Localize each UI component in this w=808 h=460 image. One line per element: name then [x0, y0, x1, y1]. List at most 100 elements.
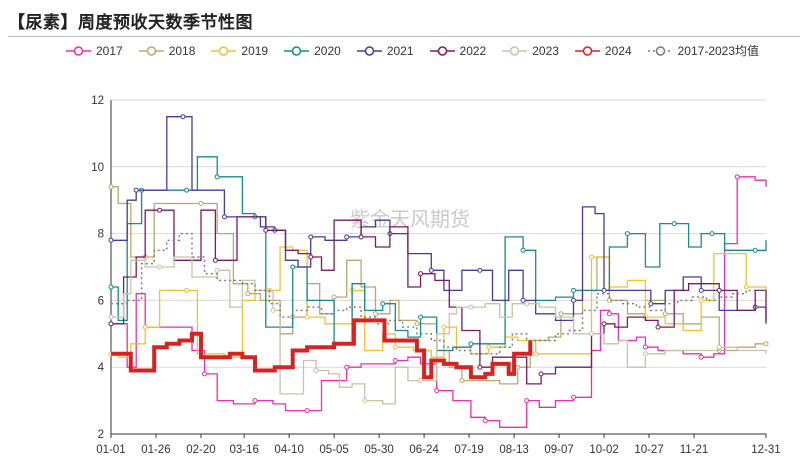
x-tick-label: 05-05 [319, 444, 348, 456]
series-point [358, 234, 364, 240]
series-point [304, 408, 310, 414]
series-point [468, 341, 474, 347]
legend-swatch [429, 45, 455, 56]
series-point [606, 311, 612, 317]
legend-label: 2018 [168, 43, 196, 58]
series-point [570, 287, 576, 293]
series-point [734, 174, 740, 180]
series-point [662, 311, 668, 317]
series-point [698, 297, 704, 303]
series-point [698, 287, 704, 293]
series-line-2021 [111, 116, 767, 322]
series-point [418, 378, 424, 384]
x-tick-label: 04-10 [274, 444, 303, 456]
series-point [642, 344, 648, 350]
x-tick-label: 12-31 [751, 444, 780, 456]
series-point [202, 371, 208, 377]
series-point [308, 254, 314, 260]
series-point [373, 311, 379, 317]
legend-swatch [284, 45, 310, 56]
legend-item-2024[interactable]: 2024 [574, 42, 632, 59]
series-point [520, 297, 526, 303]
series-line-2019 [111, 246, 767, 358]
series-point [214, 267, 220, 273]
x-tick-label: 01-26 [141, 444, 170, 456]
series-point [570, 394, 576, 400]
series-point [184, 287, 190, 293]
x-tick-label: 07-19 [454, 444, 483, 456]
series-point [108, 314, 114, 320]
series-point [304, 314, 310, 320]
legend-label: 2019 [241, 43, 269, 58]
legend-item-2017-2023均值[interactable]: 2017-2023均值 [647, 42, 759, 59]
x-tick-label: 01-01 [96, 444, 125, 456]
series-point [108, 284, 114, 290]
series-point [588, 331, 594, 337]
series-point [157, 207, 163, 213]
series-point [588, 254, 594, 260]
legend-item-2023[interactable]: 2023 [502, 42, 559, 59]
series-point [558, 311, 564, 317]
series-point [477, 364, 483, 370]
series-point [642, 351, 648, 357]
x-tick-label: 11-21 [680, 444, 709, 456]
series-point [252, 398, 258, 404]
series-point [313, 368, 319, 374]
series-point [698, 354, 704, 360]
x-tick-label: 06-24 [409, 444, 439, 456]
x-tick-label: 09-07 [544, 444, 573, 456]
series-point [308, 234, 314, 240]
y-tick-label: 8 [98, 229, 104, 241]
chart-title: 【尿素】周度预收天数季节性图 [8, 13, 253, 32]
series-point [601, 321, 607, 327]
series-line-2017-2023均值 [111, 232, 767, 355]
legend-item-2018[interactable]: 2018 [138, 42, 196, 59]
series-point [418, 314, 424, 320]
series-point [392, 358, 398, 364]
legend-item-2021[interactable]: 2021 [356, 42, 414, 59]
legend-item-2019[interactable]: 2019 [211, 42, 268, 59]
series-point [290, 264, 296, 270]
legend-item-2022[interactable]: 2022 [429, 42, 486, 59]
series-point [486, 344, 492, 350]
legend-swatch [647, 45, 673, 56]
series-point [380, 301, 386, 307]
legend-item-2017[interactable]: 2017 [66, 42, 123, 59]
x-tick-label: 03-16 [229, 444, 258, 456]
series-point [344, 364, 350, 370]
y-tick-label: 4 [98, 362, 105, 374]
legend-label: 2024 [604, 43, 632, 58]
legend-swatch [66, 45, 91, 56]
series-point [108, 237, 114, 243]
series-point [752, 247, 758, 253]
series-point [482, 418, 488, 424]
series-point [184, 187, 190, 193]
series-point [743, 284, 749, 290]
series-point [524, 301, 530, 307]
legend-swatch [502, 45, 528, 56]
legend-item-2020[interactable]: 2020 [284, 42, 341, 59]
grid-lines [111, 99, 766, 435]
series-point [477, 267, 483, 273]
series-point [763, 341, 769, 347]
series-point [180, 114, 186, 120]
legend-swatch [356, 45, 382, 56]
legend-label: 2021 [386, 43, 414, 58]
series-point [520, 247, 526, 253]
x-tick-label: 10-02 [589, 444, 618, 456]
series-point [133, 187, 139, 193]
series-lines [108, 114, 769, 428]
series-point [441, 324, 447, 330]
series-point [709, 231, 715, 237]
series-point [212, 257, 218, 263]
series-point [214, 174, 220, 180]
title-divider [8, 36, 800, 37]
series-point [648, 301, 654, 307]
series-point [198, 201, 204, 207]
series-point [716, 287, 722, 293]
series-point [428, 267, 434, 273]
legend-label: 2017 [96, 43, 123, 58]
legend-label: 2020 [314, 43, 341, 58]
series-line-2017 [111, 176, 767, 428]
